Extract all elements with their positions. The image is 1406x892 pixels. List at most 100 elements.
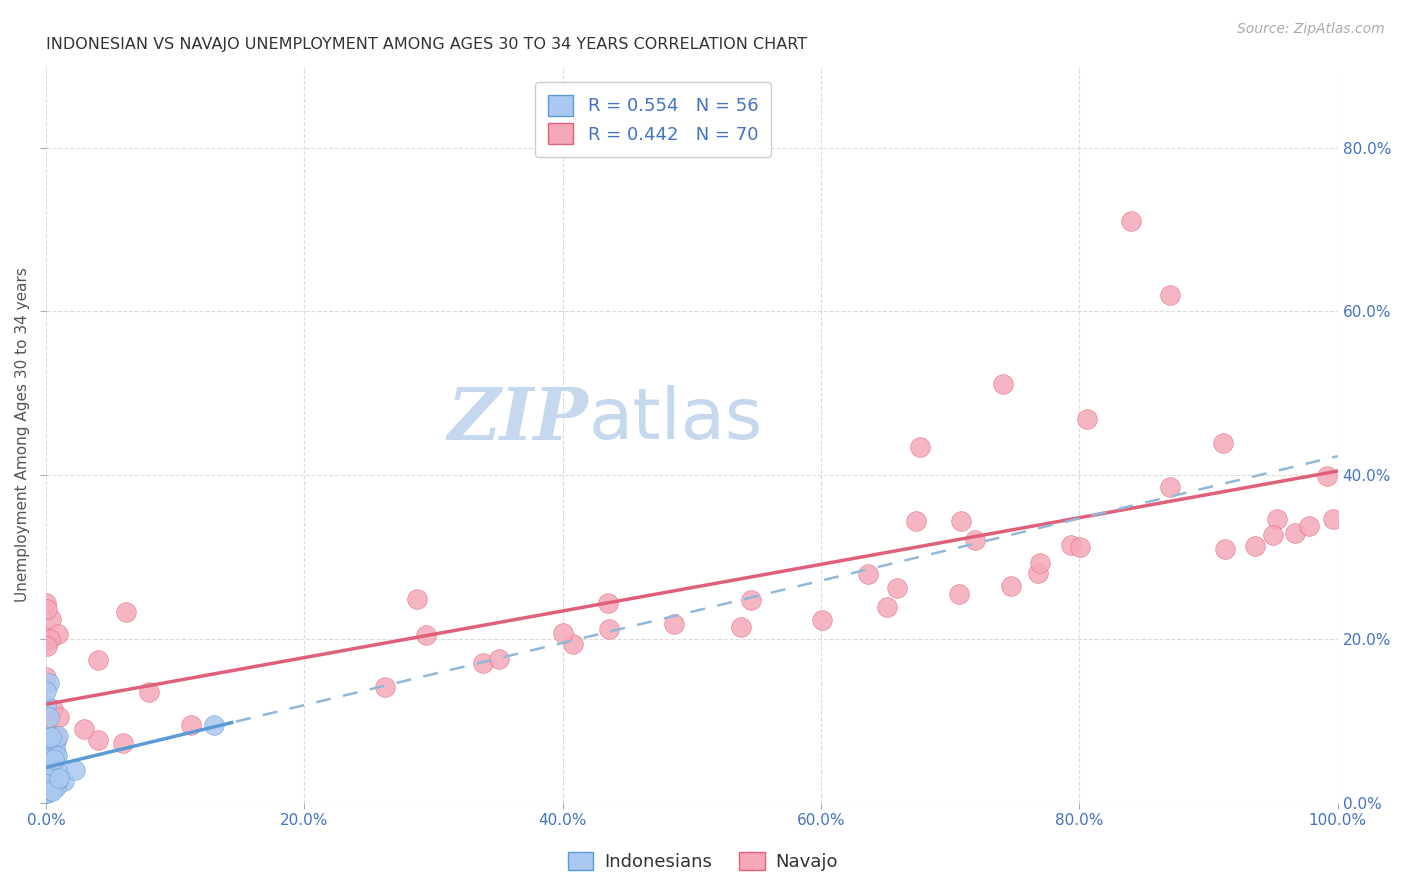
Point xyxy=(35,763,58,777)
Point xyxy=(39,764,62,779)
Point xyxy=(38,779,60,793)
Point xyxy=(1263,528,1285,542)
Point xyxy=(35,752,58,766)
Point xyxy=(35,786,58,800)
Point xyxy=(662,617,685,632)
Point xyxy=(1069,540,1091,554)
Point xyxy=(87,652,110,666)
Point xyxy=(35,772,58,786)
Point xyxy=(35,684,58,698)
Point xyxy=(202,718,225,732)
Point xyxy=(35,773,58,788)
Point xyxy=(908,441,931,455)
Point xyxy=(35,768,58,782)
Point xyxy=(35,630,58,644)
Point xyxy=(38,777,60,791)
Point xyxy=(551,626,574,640)
Point xyxy=(1265,511,1288,525)
Point xyxy=(48,772,70,786)
Point xyxy=(35,779,58,793)
Point xyxy=(886,581,908,595)
Point xyxy=(73,722,96,736)
Point xyxy=(35,670,58,684)
Point xyxy=(41,779,63,793)
Point xyxy=(35,596,58,610)
Point xyxy=(37,745,59,759)
Point xyxy=(1060,538,1083,552)
Point xyxy=(38,676,60,690)
Point xyxy=(53,774,76,789)
Point xyxy=(1244,539,1267,553)
Point xyxy=(35,785,58,799)
Point xyxy=(111,736,134,750)
Point xyxy=(948,587,970,601)
Point xyxy=(39,632,62,647)
Point xyxy=(37,762,59,776)
Point xyxy=(1215,541,1237,556)
Point xyxy=(35,786,58,800)
Point xyxy=(35,733,58,747)
Point xyxy=(39,739,62,754)
Point xyxy=(42,756,65,771)
Point xyxy=(35,731,58,746)
Point xyxy=(37,785,59,799)
Point xyxy=(1076,411,1098,425)
Point xyxy=(35,714,58,728)
Point xyxy=(37,764,59,779)
Point xyxy=(35,744,58,758)
Point xyxy=(35,778,58,792)
Point xyxy=(35,764,58,779)
Point xyxy=(598,622,620,636)
Point xyxy=(1284,526,1306,541)
Point xyxy=(48,710,70,724)
Point xyxy=(1119,214,1142,228)
Text: Source: ZipAtlas.com: Source: ZipAtlas.com xyxy=(1237,22,1385,37)
Point xyxy=(46,764,69,778)
Point xyxy=(876,600,898,615)
Point xyxy=(35,773,58,788)
Point xyxy=(37,751,59,765)
Point xyxy=(1000,579,1022,593)
Point xyxy=(949,514,972,528)
Point xyxy=(45,780,67,794)
Point xyxy=(65,763,87,777)
Point xyxy=(38,783,60,797)
Point xyxy=(488,652,510,666)
Point xyxy=(39,612,62,626)
Legend: Indonesians, Navajo: Indonesians, Navajo xyxy=(561,845,845,879)
Point xyxy=(35,785,58,799)
Point xyxy=(42,752,65,766)
Point xyxy=(35,743,58,757)
Point xyxy=(415,628,437,642)
Point xyxy=(138,685,160,699)
Point xyxy=(45,746,67,760)
Point xyxy=(1316,468,1339,483)
Point xyxy=(115,606,138,620)
Point xyxy=(405,591,427,606)
Point xyxy=(740,593,762,607)
Point xyxy=(41,741,63,756)
Legend: R = 0.554   N = 56, R = 0.442   N = 70: R = 0.554 N = 56, R = 0.442 N = 70 xyxy=(536,82,770,157)
Point xyxy=(1029,556,1052,570)
Point xyxy=(35,602,58,616)
Point xyxy=(35,747,58,762)
Point xyxy=(35,765,58,780)
Point xyxy=(35,698,58,713)
Point xyxy=(46,773,69,788)
Point xyxy=(472,657,495,671)
Point xyxy=(37,731,59,746)
Point xyxy=(1159,480,1181,494)
Point xyxy=(37,752,59,766)
Text: ZIP: ZIP xyxy=(447,384,589,455)
Point xyxy=(35,782,58,797)
Point xyxy=(37,761,59,775)
Point xyxy=(45,730,67,744)
Point xyxy=(1212,435,1234,450)
Point xyxy=(35,772,58,787)
Point xyxy=(35,633,58,648)
Point xyxy=(42,702,65,716)
Point xyxy=(965,533,987,547)
Point xyxy=(39,731,62,745)
Point xyxy=(87,733,110,747)
Point xyxy=(374,680,396,694)
